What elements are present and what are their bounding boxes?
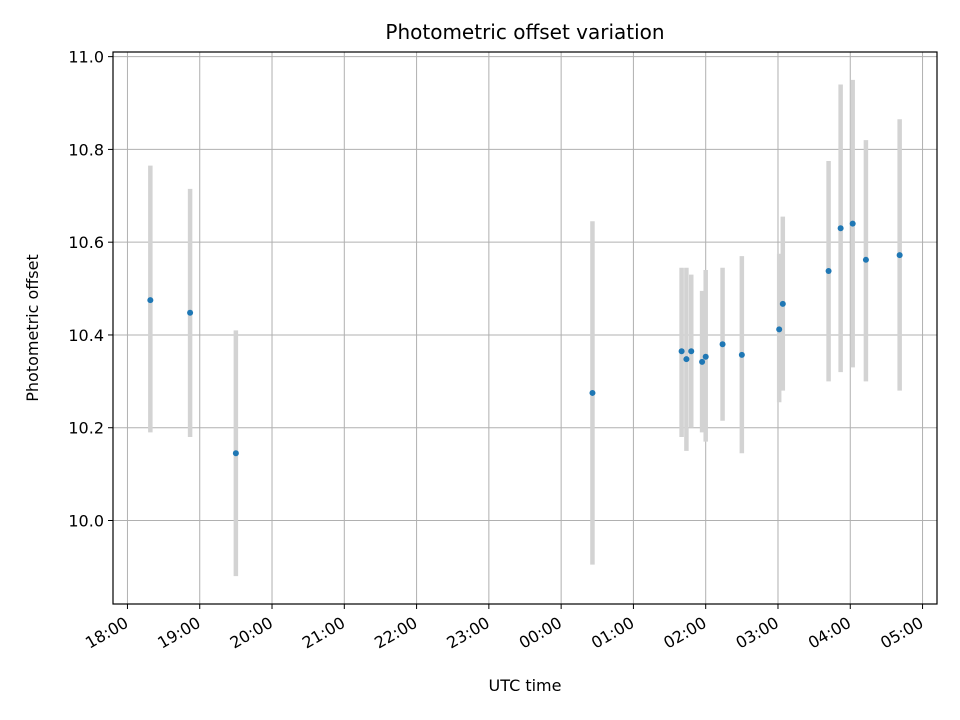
x-axis-label: UTC time <box>489 676 562 695</box>
y-tick-label: 10.8 <box>68 140 104 159</box>
data-point <box>837 225 844 232</box>
data-point <box>187 309 194 316</box>
y-tick-label: 10.2 <box>68 419 104 438</box>
grid <box>113 52 937 604</box>
y-tick-label: 11.0 <box>68 48 104 67</box>
y-tick-label: 10.4 <box>68 326 104 345</box>
data-point <box>688 348 695 355</box>
data-point <box>232 450 239 457</box>
y-tick-label: 10.6 <box>68 233 104 252</box>
data-point <box>738 351 745 358</box>
y-axis-ticks: 10.0 10.2 10.4 10.6 10.8 11.0 <box>68 48 113 531</box>
y-axis-label: Photometric offset <box>23 254 42 402</box>
data-point <box>862 256 869 263</box>
data-point <box>678 348 685 355</box>
data-point <box>702 353 709 360</box>
data-point <box>683 356 690 363</box>
data-points <box>147 220 903 457</box>
chart-title: Photometric offset variation <box>385 20 664 44</box>
data-point <box>589 389 596 396</box>
data-point <box>699 358 706 365</box>
plot-frame <box>112 51 938 605</box>
data-point <box>849 220 856 227</box>
y-tick-label: 10.0 <box>68 512 104 531</box>
data-point <box>776 326 783 333</box>
data-point <box>719 341 726 348</box>
data-point <box>147 297 154 304</box>
data-point <box>825 267 832 274</box>
data-point <box>896 252 903 259</box>
data-point <box>779 300 786 307</box>
